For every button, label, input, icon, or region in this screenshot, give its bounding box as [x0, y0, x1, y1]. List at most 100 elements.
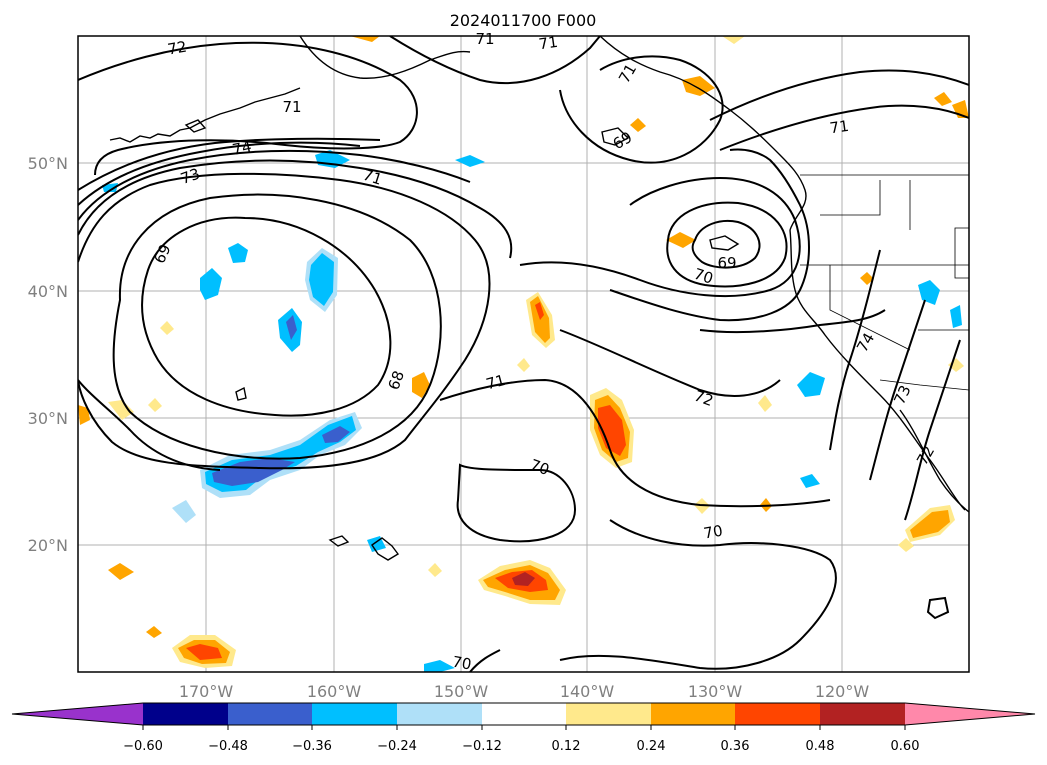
negative-anomaly-patch	[322, 426, 350, 443]
contour-line	[559, 329, 781, 397]
contour-line	[709, 69, 969, 121]
coastlines	[109, 36, 969, 561]
coastline	[899, 409, 969, 513]
contour-label: 70	[528, 456, 552, 479]
positive-anomaly-patch	[428, 563, 442, 577]
colorbar-tick-label: −0.36	[292, 739, 332, 754]
contour-line	[904, 339, 961, 521]
negative-anomaly-patch	[950, 305, 962, 328]
lat-label-50n: 50°N	[28, 154, 68, 173]
positive-anomaly-patch	[666, 232, 696, 248]
contour-label: 70	[451, 653, 473, 674]
positive-anomaly-patch	[160, 321, 174, 335]
colorbar-tick-label: −0.24	[377, 739, 417, 754]
contour-line	[439, 378, 831, 508]
positive-anomaly-patch	[722, 36, 745, 44]
colorbar-tick-label: 0.36	[721, 739, 750, 754]
contour-line	[78, 41, 418, 176]
negative-anomaly-patch	[797, 372, 825, 397]
map-title: 2024011700 F000	[450, 11, 597, 30]
positive-anomaly-patch	[350, 36, 380, 42]
colorbar-segment	[312, 703, 397, 725]
contour-label: 71	[361, 166, 385, 189]
contour-line	[559, 55, 724, 164]
coastline	[789, 229, 966, 511]
contour-line	[141, 216, 392, 417]
contour-line	[666, 201, 788, 288]
longitude-labels: 170°W 160°W 150°W 140°W 130°W 120°W	[179, 682, 870, 701]
colorbar-tick-label: 0.48	[806, 739, 835, 754]
negative-anomaly-patch	[228, 243, 248, 263]
colorbar-tick-label: 0.60	[891, 739, 920, 754]
contour-label: 71	[829, 117, 850, 137]
positive-anomaly-patch	[108, 563, 134, 580]
contour-line	[519, 176, 801, 298]
colorbar-segment	[820, 703, 905, 725]
contour-line	[78, 379, 221, 471]
negative-anomaly-patch	[918, 280, 940, 305]
contour-line	[78, 149, 471, 221]
contour-line	[112, 193, 442, 460]
contour-line	[869, 299, 926, 481]
contour-label: 71	[475, 30, 494, 48]
negative-anomaly-patch	[367, 536, 386, 552]
positive-anomaly-patch	[758, 395, 772, 412]
negative-anomaly-patch	[424, 660, 455, 672]
positive-anomaly-patch	[682, 76, 715, 96]
map-frame	[77, 35, 970, 673]
contour-line	[78, 137, 381, 191]
lat-label-40n: 40°N	[28, 282, 68, 301]
positive-anomaly-patch	[78, 405, 90, 425]
positive-anomaly-patch	[630, 118, 646, 132]
coastline	[601, 127, 630, 146]
colorbar-segment	[735, 703, 820, 725]
contour-label: 73	[178, 165, 202, 188]
positive-anomaly-patch	[148, 398, 162, 412]
coastline	[235, 386, 247, 401]
negative-anomaly-patch	[286, 315, 297, 340]
anomaly-shading	[78, 36, 969, 672]
contour-line	[456, 463, 577, 543]
coastline	[184, 119, 207, 133]
contour-label: 72	[166, 38, 188, 59]
positive-anomaly-patch	[146, 626, 162, 638]
colorbar-tick-label: −0.12	[462, 739, 502, 754]
border-line	[820, 180, 881, 216]
positive-anomaly-patch	[934, 92, 952, 106]
colorbar-segment	[397, 703, 482, 725]
map-panel: 72 71 71 71 74 73 69 71 69 71 69 70 74 6…	[77, 30, 970, 674]
border-line	[829, 265, 911, 351]
positive-anomaly-patch	[598, 405, 626, 456]
contour-label: 70	[692, 265, 716, 288]
contour-line	[389, 36, 601, 85]
coastline	[109, 87, 301, 143]
positive-anomaly-patch	[910, 510, 950, 538]
coastline	[709, 235, 740, 251]
coastline	[371, 537, 400, 561]
gridlines	[78, 36, 969, 672]
coastline	[328, 535, 350, 547]
lat-label-30n: 30°N	[28, 409, 68, 428]
lon-label-150w: 150°W	[434, 682, 489, 701]
contour-label: 71	[538, 33, 559, 53]
colorbar-extend-right	[905, 703, 1035, 725]
coastline	[599, 36, 807, 231]
colorbar-segment	[566, 703, 651, 725]
negative-anomaly-patch	[455, 155, 485, 167]
colorbar-segment	[143, 703, 228, 725]
colorbar-tick-label: −0.60	[123, 739, 163, 754]
lon-label-120w: 120°W	[815, 682, 870, 701]
lon-label-140w: 140°W	[560, 682, 615, 701]
colorbar-ticks	[142, 725, 906, 730]
colorbar-segment	[228, 703, 312, 725]
positive-anomaly-patch	[517, 358, 530, 372]
positive-anomaly-patch	[412, 372, 430, 398]
colorbar-segment	[651, 703, 735, 725]
positive-anomaly-patch	[860, 272, 874, 285]
positive-anomaly-patch	[186, 644, 222, 660]
negative-anomaly-patch	[212, 458, 295, 486]
contour-line	[829, 249, 881, 451]
positive-anomaly-patch	[535, 302, 544, 320]
colorbar-tick-label: 0.12	[552, 739, 581, 754]
colorbar-tick-label: −0.48	[208, 739, 248, 754]
